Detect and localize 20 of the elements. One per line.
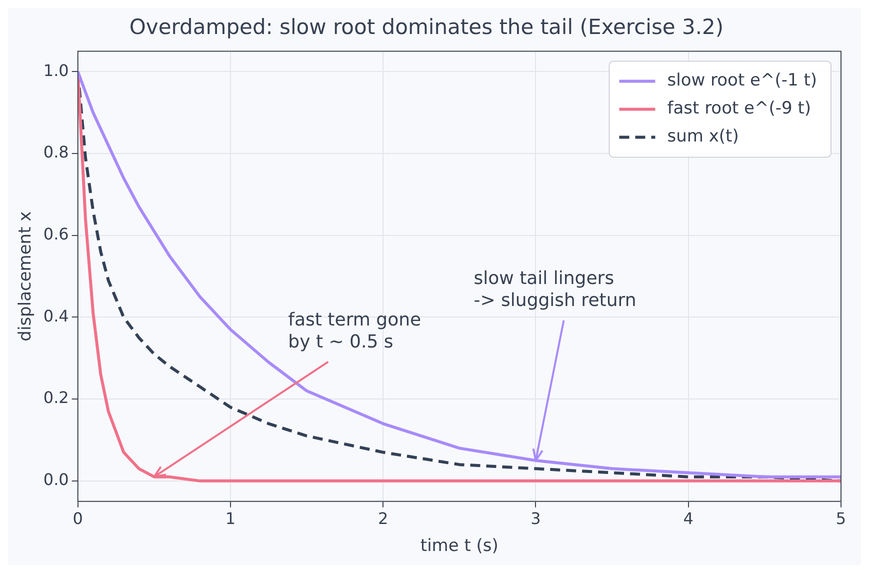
legend-label: slow root e^(-1 t) — [667, 70, 818, 91]
legend-label: sum x(t) — [667, 126, 739, 147]
x-tick-label: 0 — [72, 509, 83, 528]
x-tick-label: 5 — [836, 509, 846, 528]
y-tick-label: 0.8 — [43, 142, 69, 162]
y-tick-label: 0.2 — [43, 388, 69, 408]
y-tick-label: 0.0 — [43, 470, 69, 490]
x-tick-label: 2 — [378, 509, 388, 528]
chart-title: Overdamped: slow root dominates the tail (Exercise 3.2) — [129, 15, 724, 40]
y-tick-label: 0.4 — [43, 306, 69, 326]
annotation: fast term gone by t ~ 0.5 s — [288, 310, 422, 353]
x-tick-label: 3 — [530, 509, 541, 528]
y-tick-label: 1.0 — [43, 60, 69, 80]
legend-label: fast root e^(-9 t) — [667, 98, 812, 119]
y-tick-label: 0.6 — [43, 224, 69, 244]
x-tick-label: 1 — [225, 509, 236, 528]
x-axis-title: time t (s) — [420, 536, 498, 556]
annotation: slow tail lingers -> sluggish return — [474, 268, 636, 312]
y-axis-title: displacement x — [16, 211, 36, 342]
x-tick-label: 4 — [683, 509, 694, 528]
